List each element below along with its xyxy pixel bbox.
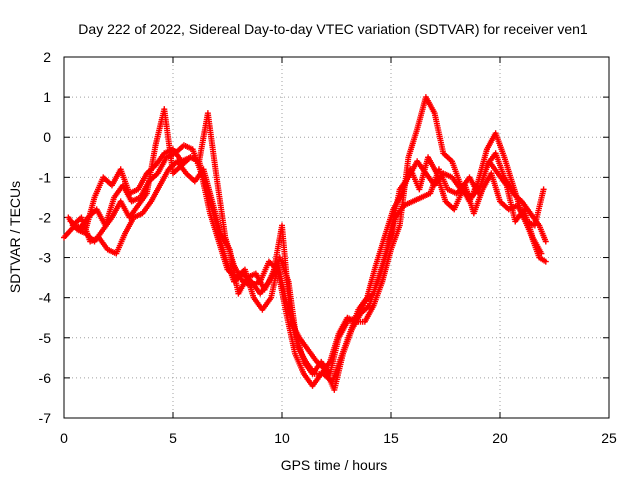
- y-tick-label: -6: [39, 370, 52, 386]
- y-tick-label: -3: [39, 250, 52, 266]
- x-tick-label: 25: [601, 430, 617, 446]
- y-tick-label: -1: [39, 169, 52, 185]
- y-tick-label: -5: [39, 330, 52, 346]
- data-point: [538, 250, 545, 257]
- y-tick-label: -2: [39, 209, 52, 225]
- y-tick-label: 2: [43, 49, 51, 65]
- series-track-d: [67, 142, 545, 385]
- x-tick-label: 5: [169, 430, 177, 446]
- y-tick-label: -4: [39, 290, 52, 306]
- data-points: [61, 94, 549, 393]
- x-tick-label: 0: [60, 430, 68, 446]
- y-tick-label: 0: [43, 129, 51, 145]
- x-tick-label: 15: [383, 430, 399, 446]
- y-axis: -7 -6 -5 -4 -3 -2 -1 0 1 2: [39, 49, 609, 426]
- x-axis-label: GPS time / hours: [281, 457, 388, 473]
- data-point: [542, 258, 549, 265]
- y-tick-label: 1: [43, 89, 51, 105]
- chart-title: Day 222 of 2022, Sidereal Day-to-day VTE…: [78, 21, 588, 37]
- y-tick-label: -7: [39, 410, 52, 426]
- x-tick-label: 20: [492, 430, 508, 446]
- x-tick-label: 10: [274, 430, 290, 446]
- x-axis: 0 5 10 15 20 25: [60, 57, 617, 446]
- data-point: [542, 238, 549, 245]
- y-axis-label: SDTVAR / TECUs: [7, 181, 23, 293]
- data-point: [540, 186, 547, 193]
